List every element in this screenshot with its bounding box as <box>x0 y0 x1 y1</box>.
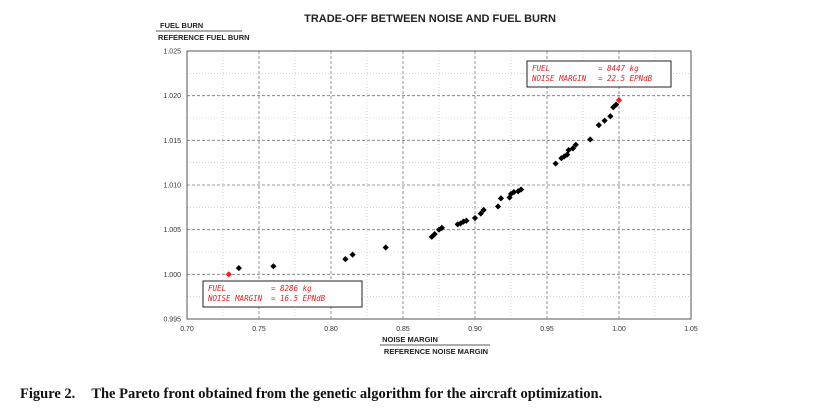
data-point <box>235 264 242 272</box>
data-point <box>477 210 484 217</box>
annotation-min-fuel-box <box>202 280 363 308</box>
data-point <box>349 251 356 258</box>
annotation-max-noise-margin-key-1: FUEL <box>532 64 550 73</box>
y-tick-label: 1.020 <box>163 93 181 100</box>
y-tick-label: 1.010 <box>163 183 181 190</box>
figure-caption-text: The Pareto front obtained from the genet… <box>91 386 603 402</box>
data-point <box>517 186 525 193</box>
data-point <box>552 160 559 167</box>
highlighted-point <box>225 271 232 278</box>
data-point <box>607 113 614 120</box>
plot-frame <box>186 50 692 320</box>
data-points <box>225 97 623 278</box>
data-point <box>463 217 470 224</box>
ticks: 0.70 0.75 0.80 0.85 0.90 0.95 1.00 1.05 0.995 1.0… <box>163 49 697 334</box>
pareto-chart: 0.70 0.75 0.80 0.85 0.90 0.95 1.00 1.05 0.995 1.0… <box>156 13 698 356</box>
data-point <box>564 151 571 158</box>
data-point <box>497 195 505 202</box>
x-tick-label: 0.75 <box>252 326 266 333</box>
data-point <box>569 145 577 152</box>
chart-title: TRADE-OFF BETWEEN NOISE AND FUEL BURN <box>304 13 556 25</box>
data-point <box>471 214 479 222</box>
figure-caption: Figure 2. The Pareto front obtained from … <box>20 386 836 403</box>
data-point <box>270 263 277 270</box>
y-tick-label: 1.005 <box>163 227 181 234</box>
data-point <box>613 101 620 108</box>
data-point <box>438 224 445 231</box>
x-axis-label-denominator: REFERENCE NOISE MARGIN <box>384 347 488 356</box>
annotation-min-fuel: FUEL = 8286 kg NOISE MARGIN = 16.5 EPNdB <box>202 280 363 308</box>
data-point <box>601 117 608 124</box>
annotation-min-fuel-key-1: FUEL <box>208 284 226 293</box>
annotation-max-noise-margin-key-2: NOISE MARGIN <box>531 74 587 83</box>
data-point <box>431 231 438 238</box>
y-tick-label: 0.995 <box>163 317 181 324</box>
annotation-min-fuel-key-2: NOISE MARGIN <box>207 294 263 303</box>
y-tick-label: 1.025 <box>163 49 181 56</box>
data-point <box>382 244 389 251</box>
figure-caption-label: Figure 2. <box>20 386 76 402</box>
annotation-min-fuel-value-2: = 16.5 EPNdB <box>271 294 326 303</box>
annotation-max-noise-margin-value-2: = 22.5 EPNdB <box>598 74 653 83</box>
annotation-max-noise-margin-value-1: = 8447 kg <box>598 64 639 73</box>
annotation-max-noise-margin: FUEL = 8447 kg NOISE MARGIN = 22.5 EPNdB <box>526 60 672 88</box>
x-tick-label: 0.95 <box>540 326 554 333</box>
data-point <box>342 256 349 263</box>
x-tick-label: 0.70 <box>180 326 194 333</box>
annotation-min-fuel-value-1: = 8286 kg <box>271 284 312 293</box>
x-tick-label: 0.85 <box>396 326 410 333</box>
x-tick-label: 0.90 <box>468 326 482 333</box>
y-axis-label-numerator: FUEL BURN <box>160 21 203 30</box>
data-point <box>587 136 594 143</box>
data-point <box>480 206 487 214</box>
y-tick-label: 1.015 <box>163 138 181 145</box>
grid <box>186 50 692 320</box>
data-point <box>565 147 572 154</box>
y-axis-label-denominator: REFERENCE FUEL BURN <box>158 33 250 42</box>
data-point <box>510 189 517 196</box>
highlighted-point <box>615 97 623 104</box>
x-tick-label: 1.05 <box>684 326 698 333</box>
data-point <box>595 122 602 129</box>
annotation-max-noise-margin-box <box>526 60 672 88</box>
x-tick-label: 0.80 <box>324 326 338 333</box>
data-point <box>457 220 464 227</box>
data-point <box>494 203 502 210</box>
data-point <box>428 233 435 240</box>
data-point <box>610 104 617 111</box>
y-tick-label: 1.000 <box>163 272 181 279</box>
data-point <box>454 221 461 228</box>
x-axis-label-numerator: NOISE MARGIN <box>382 335 438 344</box>
x-tick-label: 1.00 <box>612 326 626 333</box>
data-point <box>572 141 579 148</box>
